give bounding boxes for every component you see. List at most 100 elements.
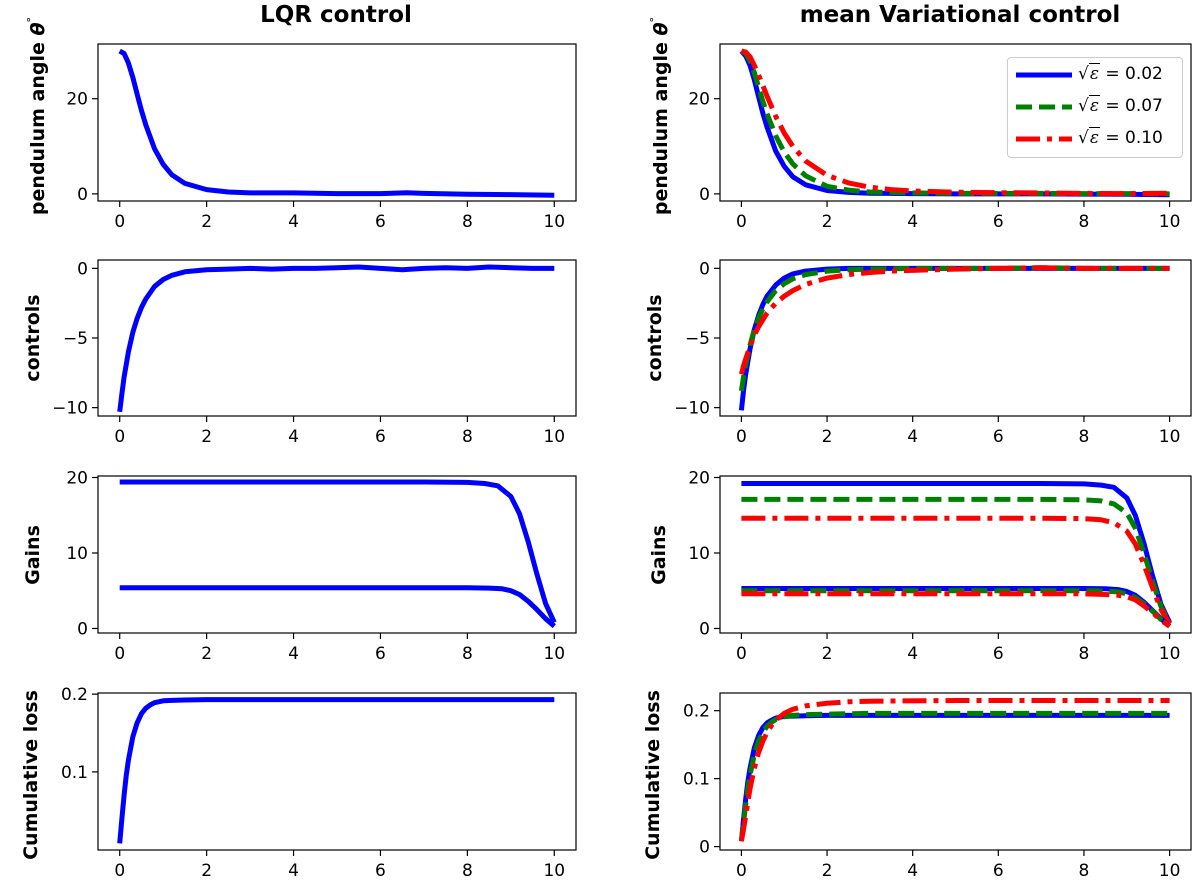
y-tick-label: 0	[699, 185, 710, 205]
x-tick-label: 4	[288, 861, 299, 881]
x-tick-label: 6	[993, 427, 1004, 447]
x-tick-label: 2	[201, 644, 212, 664]
legend-entry-eps-010: √ε = 0.10	[1008, 125, 1184, 155]
series-line-dashed	[740, 48, 1170, 197]
title-variational: mean Variational control	[799, 2, 1121, 28]
x-tick-label: 0	[114, 644, 125, 664]
y-tick-label: −10	[674, 399, 710, 419]
ylabel-lqr-controls: controls	[22, 294, 44, 382]
y-tick-label: 0.1	[61, 763, 88, 783]
x-tick-label: 4	[907, 644, 918, 664]
axes-frame	[97, 692, 577, 851]
panel-lqr-cumulative: 0 2 4 6 8 10 0.1 0.2	[61, 685, 577, 881]
x-tick-label: 2	[822, 427, 833, 447]
y-tick-label: 0	[77, 259, 88, 279]
x-tick-label: 4	[288, 644, 299, 664]
x-tick-label: 0	[114, 212, 125, 232]
x-tick-label: 8	[1079, 212, 1090, 232]
panel-var-controls: 0 2 4 6 8 10 −10 −5 0	[674, 259, 1192, 447]
series-line-solid	[118, 48, 555, 198]
x-tick-label: 10	[543, 644, 565, 664]
y-tick-label: −5	[63, 329, 88, 349]
axes-frame	[719, 259, 1192, 417]
panel-lqr-angle: 0 2 4 6 8 10 0 20	[66, 43, 577, 232]
x-tick-label: 6	[375, 427, 386, 447]
ylabel-var-controls: controls	[644, 294, 666, 382]
y-tick-label: 20	[66, 469, 88, 489]
x-tick-label: 4	[907, 212, 918, 232]
series-line-dashdot	[740, 48, 1170, 197]
axes-frame	[719, 475, 1192, 634]
x-tick-label: 8	[462, 212, 473, 232]
x-tick-label: 6	[993, 644, 1004, 664]
panel-var-gains: 0 2 4 6 8 10 0 10 20	[688, 469, 1192, 664]
legend-entry-eps-007: √ε = 0.07	[1008, 93, 1184, 123]
ylabel-var-cumulative: Cumulative loss	[642, 690, 664, 860]
legend-line-solid	[1016, 72, 1072, 78]
x-tick-label: 0	[736, 212, 747, 232]
legend-label: √ε = 0.07	[1078, 95, 1163, 116]
axes-frame	[97, 43, 577, 202]
x-tick-label: 0	[736, 644, 747, 664]
x-tick-label: 10	[1159, 644, 1181, 664]
x-tick-label: 2	[822, 861, 833, 881]
x-tick-label: 6	[375, 644, 386, 664]
series-line-dashed	[741, 588, 1172, 629]
y-tick-label: 0	[699, 619, 710, 639]
y-tick-label: 0.2	[683, 702, 710, 722]
x-tick-label: 10	[1159, 861, 1181, 881]
x-tick-label: 6	[375, 212, 386, 232]
y-tick-label: 0	[77, 619, 88, 639]
x-tick-label: 8	[462, 861, 473, 881]
series-line-dashdot	[741, 591, 1172, 629]
x-tick-label: 4	[288, 427, 299, 447]
x-tick-label: 8	[1079, 644, 1090, 664]
y-tick-label: 10	[66, 544, 88, 564]
series-line-dashed	[738, 710, 1170, 842]
ylabel-lqr-angle: pendulum angle θ°	[25, 16, 49, 216]
series-line-solid	[738, 712, 1170, 842]
y-tick-label: 20	[688, 469, 710, 489]
x-tick-label: 2	[822, 644, 833, 664]
x-tick-label: 0	[736, 427, 747, 447]
series-line-dashed	[738, 265, 1170, 392]
y-tick-label: 0	[77, 185, 88, 205]
series-line-dashed	[741, 496, 1172, 625]
x-tick-label: 0	[736, 861, 747, 881]
panel-lqr-gains: 0 2 4 6 8 10 0 10 20	[66, 469, 577, 664]
y-tick-label: 0.2	[61, 685, 88, 705]
y-tick-label: 20	[688, 90, 710, 110]
x-tick-label: 4	[907, 427, 918, 447]
x-tick-label: 8	[462, 644, 473, 664]
x-tick-label: 6	[375, 861, 386, 881]
panel-lqr-controls: 0 2 4 6 8 10 −10 −5 0	[52, 259, 577, 447]
x-tick-label: 0	[114, 427, 125, 447]
x-tick-label: 2	[201, 212, 212, 232]
x-tick-label: 10	[1159, 427, 1181, 447]
y-tick-label: −5	[685, 329, 710, 349]
legend-label: √ε = 0.02	[1078, 63, 1163, 84]
ylabel-lqr-cumulative: Cumulative loss	[20, 690, 42, 860]
axes-frame	[97, 475, 577, 634]
x-tick-label: 6	[993, 212, 1004, 232]
y-tick-label: 0.1	[683, 770, 710, 790]
x-tick-label: 10	[543, 427, 565, 447]
ylabel-lqr-gains: Gains	[22, 525, 44, 585]
x-tick-label: 2	[201, 427, 212, 447]
series-line-solid	[741, 481, 1172, 624]
x-tick-label: 2	[822, 212, 833, 232]
series-line-solid	[119, 479, 557, 624]
series-line-dashdot	[738, 698, 1170, 842]
panel-var-cumulative: 0 2 4 6 8 10 0 0.1 0.2	[683, 692, 1192, 881]
axes-frame	[719, 692, 1192, 851]
axes-frame	[97, 259, 577, 417]
x-tick-label: 6	[993, 861, 1004, 881]
x-tick-label: 2	[201, 861, 212, 881]
y-tick-label: 0	[699, 838, 710, 858]
x-tick-label: 10	[543, 861, 565, 881]
ylabel-var-angle: pendulum angle θ°	[648, 16, 672, 216]
axes-frame	[719, 43, 1192, 202]
legend-entry-eps-002: √ε = 0.02	[1008, 61, 1184, 91]
x-tick-label: 8	[1079, 427, 1090, 447]
